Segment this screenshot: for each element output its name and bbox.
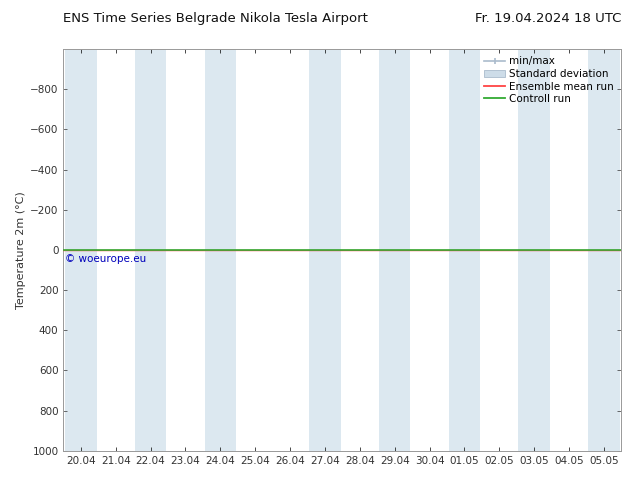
Bar [205, 49, 236, 451]
Text: ENS Time Series Belgrade Nikola Tesla Airport: ENS Time Series Belgrade Nikola Tesla Ai… [63, 12, 368, 25]
Text: © woeurope.eu: © woeurope.eu [65, 254, 146, 264]
Bar [135, 49, 166, 451]
Bar [449, 49, 480, 451]
Bar [379, 49, 410, 451]
Bar [519, 49, 550, 451]
Bar [309, 49, 340, 451]
Text: Fr. 19.04.2024 18 UTC: Fr. 19.04.2024 18 UTC [475, 12, 621, 25]
Bar [65, 49, 96, 451]
Y-axis label: Temperature 2m (°C): Temperature 2m (°C) [16, 191, 26, 309]
Legend: min/max, Standard deviation, Ensemble mean run, Controll run: min/max, Standard deviation, Ensemble me… [482, 54, 616, 106]
Bar [588, 49, 619, 451]
